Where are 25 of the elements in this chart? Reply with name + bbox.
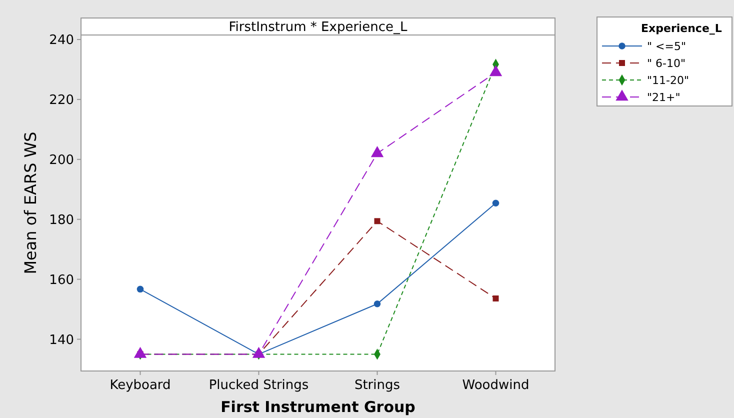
point [374, 300, 381, 308]
x-tick-label: Woodwind [462, 378, 530, 393]
y-axis-title: Mean of EARS WS [21, 132, 40, 274]
point [374, 218, 380, 224]
y-tick-label: 140 [49, 332, 74, 348]
legend-label: "21+" [647, 90, 680, 104]
y-tick-label: 160 [49, 272, 74, 288]
point [489, 65, 502, 76]
point [492, 295, 499, 302]
x-tick-label: Strings [354, 378, 400, 393]
x-tick-label: Plucked Strings [208, 378, 309, 393]
point [370, 146, 384, 158]
legend-label: "11-20" [647, 74, 690, 87]
point [136, 286, 144, 293]
legend-label: " 6-10" [647, 56, 686, 70]
chart-title: FirstInstrum * Experience_L [228, 20, 408, 35]
x-axis-title: First Instrument Group [220, 398, 416, 416]
y-tick-label: 200 [49, 152, 74, 168]
y-tick-label: 220 [49, 92, 74, 108]
x-tick-label: Keyboard [110, 378, 171, 393]
legend-title: Experience_L [641, 22, 722, 35]
y-tick-label: 180 [49, 212, 74, 228]
legend-label: " <=5" [647, 40, 686, 53]
y-tick-label: 240 [49, 33, 74, 48]
point [492, 200, 500, 207]
